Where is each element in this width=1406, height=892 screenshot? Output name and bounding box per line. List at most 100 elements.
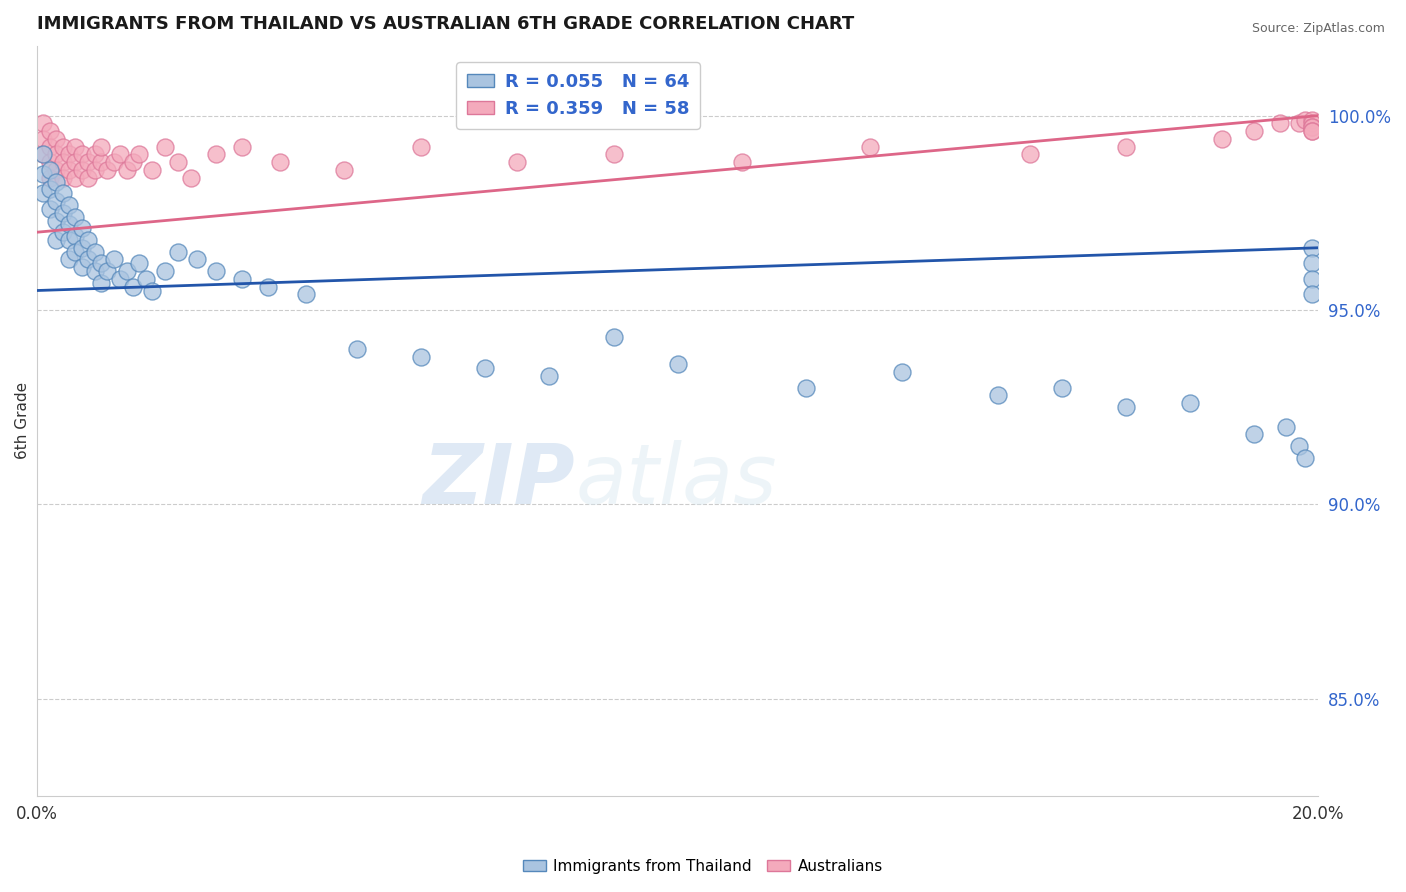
Point	[128, 256, 150, 270]
Point	[180, 170, 202, 185]
Legend: Immigrants from Thailand, Australians: Immigrants from Thailand, Australians	[517, 853, 889, 880]
Point	[141, 163, 163, 178]
Point	[1301, 124, 1323, 138]
Point	[52, 225, 75, 239]
Point	[1115, 400, 1137, 414]
Point	[1301, 120, 1323, 135]
Point	[122, 279, 145, 293]
Point	[115, 264, 138, 278]
Point	[70, 260, 93, 275]
Point	[32, 167, 55, 181]
Point	[110, 147, 132, 161]
Point	[58, 163, 80, 178]
Point	[1301, 256, 1323, 270]
Point	[45, 194, 67, 208]
Point	[52, 170, 75, 185]
Point	[186, 252, 208, 267]
Point	[77, 170, 100, 185]
Point	[90, 139, 112, 153]
Point	[205, 147, 228, 161]
Point	[45, 213, 67, 227]
Point	[32, 116, 55, 130]
Point	[83, 244, 105, 259]
Point	[205, 264, 228, 278]
Point	[70, 147, 93, 161]
Point	[58, 198, 80, 212]
Point	[411, 350, 433, 364]
Point	[859, 139, 882, 153]
Point	[1178, 396, 1201, 410]
Point	[231, 272, 253, 286]
Point	[32, 186, 55, 201]
Point	[295, 287, 318, 301]
Point	[256, 279, 278, 293]
Point	[1275, 419, 1298, 434]
Point	[153, 139, 176, 153]
Y-axis label: 6th Grade: 6th Grade	[15, 382, 30, 459]
Text: IMMIGRANTS FROM THAILAND VS AUSTRALIAN 6TH GRADE CORRELATION CHART: IMMIGRANTS FROM THAILAND VS AUSTRALIAN 6…	[37, 15, 855, 33]
Point	[231, 139, 253, 153]
Point	[45, 147, 67, 161]
Point	[32, 132, 55, 146]
Point	[103, 155, 125, 169]
Point	[333, 163, 356, 178]
Point	[38, 170, 60, 185]
Point	[83, 147, 105, 161]
Point	[110, 272, 132, 286]
Point	[96, 264, 118, 278]
Point	[269, 155, 291, 169]
Point	[1288, 439, 1310, 453]
Point	[1211, 132, 1233, 146]
Point	[602, 330, 624, 344]
Point	[83, 163, 105, 178]
Point	[38, 155, 60, 169]
Point	[1115, 139, 1137, 153]
Legend: R = 0.055   N = 64, R = 0.359   N = 58: R = 0.055 N = 64, R = 0.359 N = 58	[456, 62, 700, 128]
Point	[1294, 112, 1316, 127]
Point	[45, 175, 67, 189]
Text: atlas: atlas	[575, 441, 776, 521]
Point	[1268, 116, 1291, 130]
Point	[65, 210, 87, 224]
Point	[52, 186, 75, 201]
Point	[602, 147, 624, 161]
Point	[1294, 450, 1316, 465]
Point	[90, 256, 112, 270]
Point	[1301, 116, 1323, 130]
Point	[58, 252, 80, 267]
Point	[666, 357, 689, 371]
Point	[45, 233, 67, 247]
Point	[1288, 116, 1310, 130]
Point	[1301, 287, 1323, 301]
Point	[115, 163, 138, 178]
Point	[58, 233, 80, 247]
Text: Source: ZipAtlas.com: Source: ZipAtlas.com	[1251, 22, 1385, 36]
Point	[135, 272, 157, 286]
Point	[77, 252, 100, 267]
Point	[32, 147, 55, 161]
Point	[538, 369, 561, 384]
Point	[890, 365, 912, 379]
Point	[38, 202, 60, 216]
Point	[65, 170, 87, 185]
Point	[346, 342, 368, 356]
Point	[65, 229, 87, 244]
Point	[32, 147, 55, 161]
Point	[90, 155, 112, 169]
Point	[506, 155, 529, 169]
Point	[1243, 124, 1265, 138]
Point	[167, 155, 190, 169]
Point	[96, 163, 118, 178]
Point	[128, 147, 150, 161]
Point	[70, 221, 93, 235]
Point	[411, 139, 433, 153]
Point	[52, 139, 75, 153]
Point	[70, 241, 93, 255]
Point	[122, 155, 145, 169]
Text: ZIP: ZIP	[422, 441, 575, 521]
Point	[38, 163, 60, 178]
Point	[474, 361, 496, 376]
Point	[1301, 112, 1323, 127]
Point	[103, 252, 125, 267]
Point	[794, 381, 817, 395]
